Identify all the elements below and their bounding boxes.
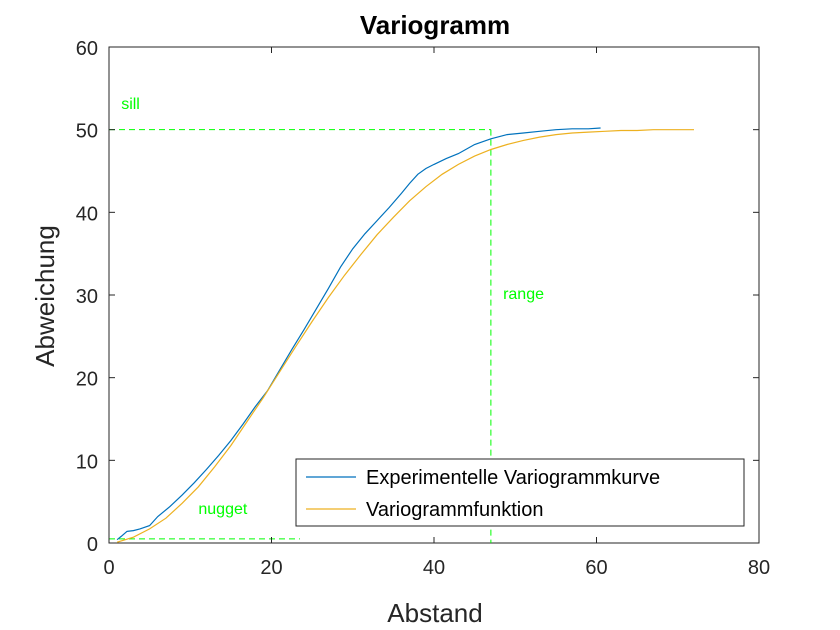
series-line-2 bbox=[116, 129, 694, 543]
annotation-sill: sill bbox=[121, 96, 140, 113]
x-axis-ticks: 0 20 40 60 80 bbox=[103, 47, 770, 579]
annotation-nugget: nugget bbox=[198, 501, 247, 518]
y-tick-label: 0 bbox=[87, 534, 98, 556]
x-tick-label: 20 bbox=[260, 557, 282, 579]
y-tick-label: 50 bbox=[76, 121, 98, 143]
annotation-range: range bbox=[503, 286, 544, 303]
x-tick-label: 0 bbox=[103, 557, 114, 579]
y-axis-ticks: 0 10 20 30 40 50 60 bbox=[76, 38, 759, 556]
series-line-1 bbox=[116, 127, 601, 541]
legend: Experimentelle Variogrammkurve Variogramm… bbox=[295, 458, 745, 527]
y-tick-label: 10 bbox=[76, 451, 98, 473]
legend-box bbox=[295, 458, 745, 527]
chart-title: Variogramm bbox=[360, 10, 510, 40]
annotations: sill range nugget bbox=[121, 96, 544, 518]
series-layer bbox=[116, 127, 694, 543]
x-tick-label: 60 bbox=[585, 557, 607, 579]
y-tick-label: 60 bbox=[76, 38, 98, 60]
legend-label-2: Variogrammfunktion bbox=[366, 499, 543, 521]
y-tick-label: 30 bbox=[76, 286, 98, 308]
x-axis-label: Abstand bbox=[387, 598, 482, 628]
y-tick-label: 20 bbox=[76, 369, 98, 391]
y-tick-label: 40 bbox=[76, 203, 98, 225]
legend-label-1: Experimentelle Variogrammkurve bbox=[366, 467, 660, 489]
x-tick-label: 40 bbox=[423, 557, 445, 579]
x-tick-label: 80 bbox=[748, 557, 770, 579]
y-axis-label: Abweichung bbox=[30, 225, 60, 367]
